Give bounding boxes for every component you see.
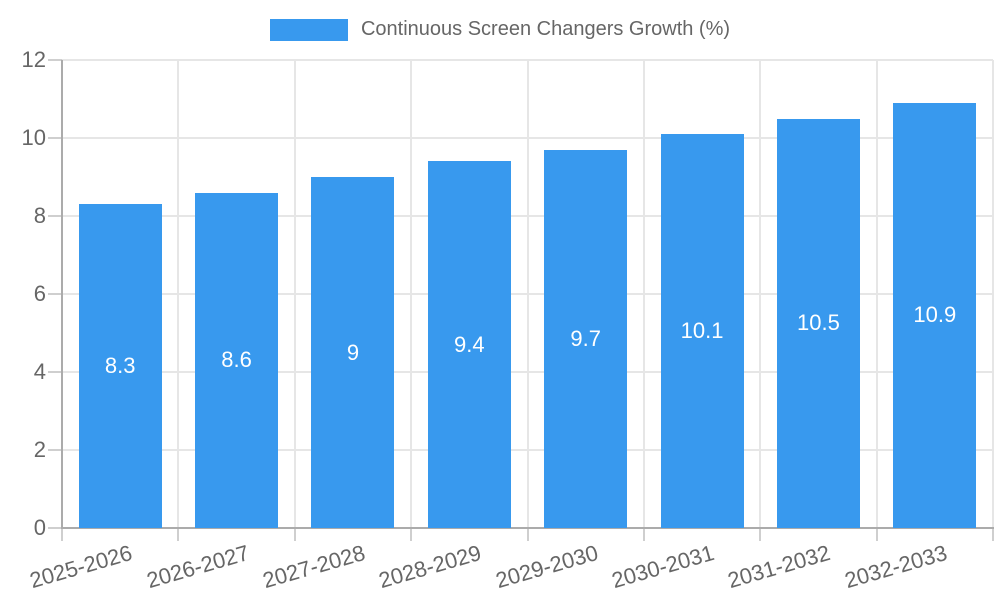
bar-value-label: 9 [346,339,360,365]
bar-value-label: 8.6 [221,347,252,373]
bar[interactable] [195,192,279,528]
gridline-vertical [526,60,529,528]
gridline-vertical [410,60,413,528]
gridline-vertical [992,60,994,528]
bar[interactable] [660,134,744,528]
bar-value-label: 9.7 [570,325,601,351]
y-tick-label: 12 [21,47,46,72]
bar[interactable] [776,118,860,528]
bar[interactable] [544,149,628,528]
gridline-vertical [759,60,762,528]
bar[interactable] [427,161,511,528]
bar-value-label: 8.3 [104,353,136,379]
x-tick-mark [759,528,762,541]
gridline-vertical [177,60,180,528]
y-tick-mark [48,293,62,295]
bar-value-label: 10.9 [913,302,957,328]
y-tick-mark [48,371,62,373]
gridline-vertical [875,60,878,528]
x-tick-mark [177,528,180,541]
bar-value-label: 10.1 [680,318,724,344]
y-tick-mark [48,137,62,139]
y-tick-mark [48,449,62,451]
legend-swatch [269,18,348,41]
x-tick-mark [992,528,994,541]
y-axis-line [61,60,63,528]
chart-legend[interactable]: Continuous Screen Changers Growth (%) [0,18,1000,41]
y-tick-mark [48,215,62,217]
bar[interactable] [311,177,395,528]
y-tick-label: 2 [33,437,46,462]
y-tick-label: 0 [33,515,46,540]
legend-label: Continuous Screen Changers Growth (%) [360,18,731,40]
y-tick-label: 10 [21,125,46,150]
y-tick-mark [48,59,62,61]
x-tick-mark [875,528,878,541]
y-tick-mark [48,527,62,529]
y-tick-label: 4 [33,359,46,384]
bar-value-label: 9.4 [454,331,485,357]
x-tick-mark [410,528,413,541]
x-axis-line [61,527,994,529]
x-tick-mark [642,528,645,541]
y-tick-label: 8 [33,203,46,228]
gridline-vertical [642,60,645,528]
bar[interactable] [893,102,977,528]
y-tick-label: 6 [33,281,46,306]
x-tick-mark [293,528,296,541]
x-tick-mark [61,528,63,541]
x-tick-mark [526,528,529,541]
gridline-vertical [293,60,296,528]
bar[interactable] [78,204,162,528]
bar-value-label: 10.5 [797,310,840,336]
